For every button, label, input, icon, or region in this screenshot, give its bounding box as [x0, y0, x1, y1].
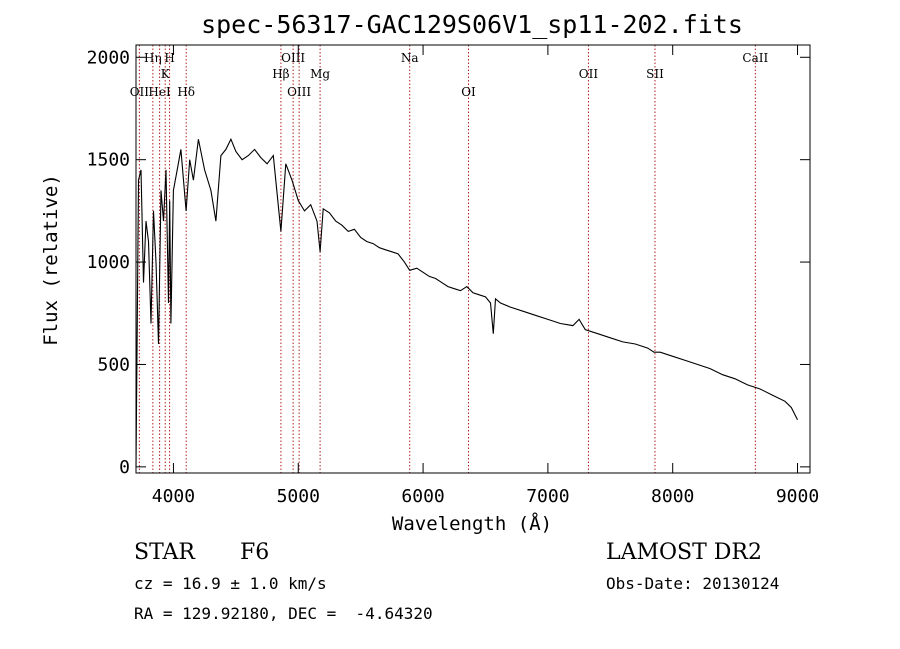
y-tick-label: 1000 [87, 252, 130, 273]
x-axis-label: Wavelength (Å) [392, 512, 552, 535]
y-tick-label: 1500 [87, 150, 130, 171]
coordinates-readout: RA = 129.92180, DEC = -4.64320 [134, 604, 433, 623]
line-marker-label: OIII [287, 85, 311, 99]
line-marker-label: SII [646, 67, 664, 81]
x-tick-label: 6000 [401, 486, 444, 507]
line-marker-label: K [161, 67, 171, 81]
line-marker-label: OII [579, 67, 599, 81]
chart-title: spec-56317-GAC129S06V1_sp11-202.fits [201, 10, 743, 39]
plot-frame [135, 44, 811, 474]
line-marker-label: Mg [310, 67, 330, 81]
y-axis-ticks: 0 500 1000 1500 2000 [87, 47, 810, 478]
line-marker-label: Hδ [177, 85, 195, 99]
line-marker-label: OI [461, 85, 476, 99]
x-tick-label: 7000 [526, 486, 569, 507]
line-marker-label: OIII [281, 51, 305, 65]
line-marker-label: CaII [742, 51, 768, 65]
line-marker-label: HeI [148, 85, 171, 99]
line-marker-label: OII [130, 85, 150, 99]
y-tick-label: 500 [97, 354, 130, 375]
y-tick-label: 2000 [87, 47, 130, 68]
line-marker-label: Hβ [272, 67, 289, 81]
emission-line-markers: OII Hη HeI KH Hδ Hβ OIII OIII Mg Na OI OII SII CaII [130, 45, 768, 473]
x-tick-label: 8000 [651, 486, 694, 507]
x-tick-label: 4000 [152, 486, 195, 507]
line-marker-label: Na [401, 51, 419, 65]
survey-name: LAMOST DR2 [606, 540, 762, 565]
line-marker-label: Hη [144, 51, 162, 65]
object-subclass: F6 [240, 540, 270, 565]
x-tick-label: 9000 [776, 486, 819, 507]
redshift-readout: cz = 16.9 ± 1.0 km/s [134, 574, 327, 593]
y-axis-label: Flux (relative) [40, 174, 62, 346]
observation-date: Obs-Date: 20130124 [606, 574, 780, 593]
spectrum-series-line [135, 137, 798, 467]
object-type: STAR [134, 540, 195, 565]
y-tick-label: 0 [119, 457, 130, 478]
x-tick-label: 5000 [277, 486, 320, 507]
x-axis-ticks: 4000 5000 6000 7000 8000 9000 [152, 45, 819, 507]
line-marker-label: H [164, 51, 174, 65]
